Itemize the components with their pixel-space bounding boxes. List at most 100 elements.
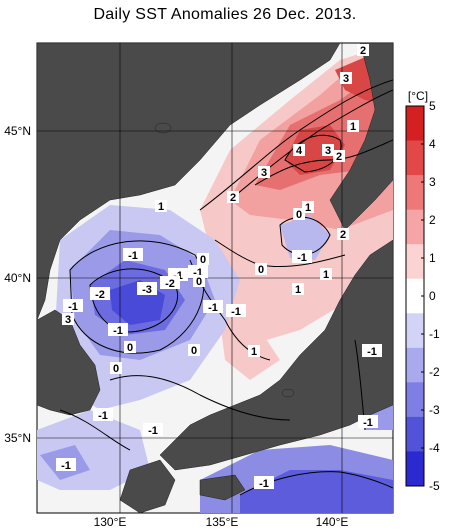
svg-text:-1: -1	[113, 325, 123, 337]
land-hokkaido	[329, 43, 393, 231]
land-honshu	[159, 239, 393, 471]
contour-label: 1	[320, 268, 332, 281]
colorbar-tick-label: 3	[429, 175, 436, 189]
colorbar-tick-label: -4	[429, 441, 440, 455]
colorbar-swatch	[406, 382, 424, 418]
svg-text:-1: -1	[363, 417, 373, 429]
colorbar-swatch	[406, 140, 424, 176]
svg-text:1: 1	[251, 346, 257, 358]
contour-label: 0	[197, 253, 209, 266]
contour-label: -1	[292, 250, 312, 264]
svg-text:2: 2	[360, 45, 366, 57]
land-island-1	[154, 122, 172, 134]
grid-lines	[37, 43, 393, 513]
contour-label: 2	[357, 44, 369, 57]
lat-label-35: 35°N	[4, 431, 31, 445]
svg-text:2: 2	[230, 192, 236, 204]
contour-label: -1	[143, 423, 163, 437]
lon-label-135: 135°E	[206, 515, 239, 529]
contour-label: 0	[124, 341, 136, 354]
contour-label: 0	[110, 362, 122, 375]
contour-label: 1	[248, 345, 260, 358]
svg-text:3: 3	[343, 73, 349, 85]
colorbar-swatch	[406, 416, 424, 452]
colorbar-tick-label: -3	[429, 403, 440, 417]
contour-label: 3	[322, 144, 334, 157]
svg-text:-1: -1	[208, 302, 218, 314]
contour-label: -1	[123, 248, 143, 262]
colorbar-swatch	[406, 347, 424, 383]
cool-band-south-strong	[240, 470, 393, 513]
svg-text:-1: -1	[61, 460, 71, 472]
contour-label: 0	[193, 275, 205, 288]
contour-label: -1	[226, 304, 246, 318]
svg-text:0: 0	[258, 264, 264, 276]
colorbar-tick-label: 1	[429, 251, 436, 265]
contour-label: -1	[63, 299, 83, 313]
colorbar-swatch	[406, 209, 424, 245]
colorbar-swatch	[406, 106, 424, 142]
svg-text:0: 0	[196, 276, 202, 288]
contour-label: 1	[155, 200, 167, 213]
svg-text:-1: -1	[98, 410, 108, 422]
svg-text:0: 0	[200, 254, 206, 266]
svg-text:-2: -2	[95, 289, 105, 301]
colorbar-tick-label: 5	[429, 99, 436, 113]
contour-label: 3	[258, 166, 270, 179]
contour-label: 0	[255, 263, 267, 276]
svg-text:3: 3	[261, 167, 267, 179]
contour-labels: 2 3 1 4 3 2 3 2 1 0 1 -1 -1 2 1 -1 0 -1 …	[56, 44, 382, 490]
svg-text:2: 2	[336, 151, 342, 163]
svg-text:1: 1	[305, 202, 311, 214]
cool-patch-east	[280, 215, 330, 260]
svg-text:2: 2	[340, 229, 346, 241]
svg-text:-1: -1	[193, 267, 203, 279]
map-title: Daily SST Anomalies 26 Dec. 2013.	[93, 6, 357, 23]
contour-label: 3	[62, 313, 74, 326]
svg-text:1: 1	[350, 121, 356, 133]
contour-label: 0	[188, 344, 200, 357]
contour-label: -2	[90, 287, 110, 301]
contour-label: -2	[160, 276, 180, 290]
svg-text:3: 3	[65, 314, 71, 326]
contour-label: 2	[227, 191, 239, 204]
contour-label: -1	[93, 408, 113, 422]
contour-label: 2	[333, 150, 345, 163]
lat-label-40: 40°N	[4, 271, 31, 285]
svg-text:3: 3	[325, 145, 331, 157]
svg-text:4: 4	[296, 145, 303, 157]
lon-label-140: 140°E	[316, 515, 349, 529]
svg-text:0: 0	[113, 363, 119, 375]
land-island-2	[281, 388, 295, 398]
colorbar-tick-label: 4	[429, 137, 436, 151]
contour-label: 1	[347, 120, 359, 133]
svg-text:1: 1	[295, 284, 301, 296]
svg-text:-1: -1	[68, 301, 78, 313]
warm-core	[285, 125, 345, 175]
contour-label: -1	[362, 344, 382, 358]
contour-label: -1	[254, 476, 274, 490]
lat-axis-labels: 45°N 40°N 35°N	[4, 124, 31, 445]
svg-text:-1: -1	[367, 346, 377, 358]
svg-text:0: 0	[191, 345, 197, 357]
land-masses	[37, 43, 393, 513]
land-asia-mainland	[37, 43, 341, 321]
contour-label: -1	[108, 323, 128, 337]
contour-label: 1	[292, 283, 304, 296]
contour-label: -1	[188, 265, 208, 279]
colorbar-tick-label: -2	[429, 365, 440, 379]
lon-label-130: 130°E	[94, 515, 127, 529]
svg-text:-3: -3	[142, 284, 152, 296]
svg-text:1: 1	[323, 269, 329, 281]
contour-label: 3	[340, 72, 352, 85]
contour-label: 2	[337, 228, 349, 241]
svg-text:-1: -1	[259, 478, 269, 490]
colorbar-swatch	[406, 313, 424, 349]
colorbar-tick-label: -5	[429, 479, 440, 493]
contour-label: 1	[302, 201, 314, 214]
colorbar: [°C] 5 4 3 2 1 0 -1 -2 -3 -4 -5	[405, 89, 440, 493]
svg-text:0: 0	[296, 209, 302, 221]
svg-text:-1: -1	[231, 306, 241, 318]
contour-label: -3	[137, 282, 157, 296]
